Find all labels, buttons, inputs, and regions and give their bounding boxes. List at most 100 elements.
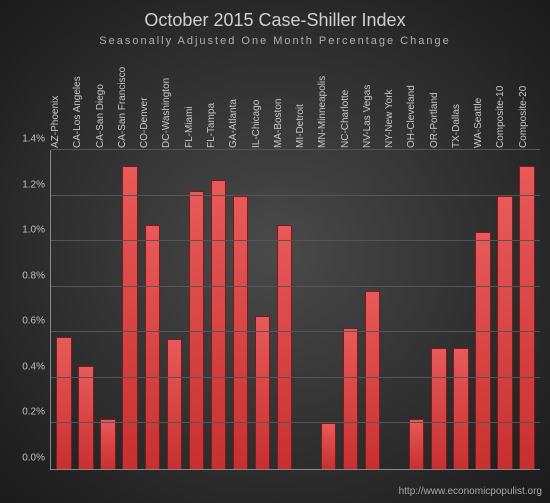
bar-slot xyxy=(229,150,251,469)
x-axis-label: Composite-10 xyxy=(495,86,506,148)
x-axis-label: NV-Las Vegas xyxy=(362,85,373,148)
x-axis-labels: AZ-Phoenix CA-Los Angeles CA-San Diego CA-S… xyxy=(50,48,540,148)
bar xyxy=(409,419,424,469)
x-axis-label: GA-Atlanta xyxy=(228,99,239,148)
x-axis-label: NY-New York xyxy=(384,89,395,148)
y-tick-label: 0.0% xyxy=(22,453,51,464)
bar xyxy=(277,225,292,469)
bar xyxy=(56,337,71,469)
attribution-text: http://www.economicpopulist.org xyxy=(399,486,542,497)
y-tick-label: 1.0% xyxy=(22,225,51,236)
x-axis-label: AZ-Phoenix xyxy=(50,96,61,148)
y-tick-label: 0.4% xyxy=(22,361,51,372)
x-label-slot: TX-Dallas xyxy=(451,48,473,148)
x-axis-label: MA-Boston xyxy=(273,99,284,148)
x-axis-label: CA-San Diego xyxy=(95,84,106,148)
y-tick-label: 0.8% xyxy=(22,270,51,281)
bar xyxy=(122,166,137,469)
bar-slot xyxy=(340,150,362,469)
x-label-slot: IL-Chicago xyxy=(250,48,272,148)
bar-slot xyxy=(384,150,406,469)
bar xyxy=(321,423,336,469)
bar-slot xyxy=(97,150,119,469)
bar-slot xyxy=(75,150,97,469)
bar-slot xyxy=(516,150,538,469)
x-axis-label: Composite-20 xyxy=(518,86,529,148)
x-label-slot: MI-Detroit xyxy=(295,48,317,148)
x-axis-label: OH-Cleveland xyxy=(406,85,417,148)
grid-line xyxy=(51,422,540,423)
x-axis-label: TX-Dallas xyxy=(451,104,462,148)
x-label-slot: Composite-20 xyxy=(518,48,540,148)
x-label-slot: CA-San Diego xyxy=(95,48,117,148)
x-axis-label: DC-Washington xyxy=(161,78,172,148)
x-label-slot: MA-Boston xyxy=(273,48,295,148)
bar xyxy=(431,348,446,469)
y-tick-label: 1.2% xyxy=(22,179,51,190)
bar-slot xyxy=(251,150,273,469)
bar-slot xyxy=(296,150,318,469)
y-tick-label: 0.6% xyxy=(22,316,51,327)
bar-slot xyxy=(494,150,516,469)
x-label-slot: DC-Washington xyxy=(161,48,183,148)
bar-slot xyxy=(163,150,185,469)
bar xyxy=(211,180,226,469)
x-axis-label: NC-Charlotte xyxy=(340,90,351,148)
x-label-slot: Composite-10 xyxy=(495,48,517,148)
x-axis-label: MN-Minneapolis xyxy=(317,76,328,148)
grid-line xyxy=(51,149,540,150)
x-label-slot: OH-Cleveland xyxy=(406,48,428,148)
bar xyxy=(145,225,160,469)
bar xyxy=(453,348,468,469)
bar-slot xyxy=(53,150,75,469)
x-label-slot: GA-Atlanta xyxy=(228,48,250,148)
x-label-slot: CA-San Francisco xyxy=(117,48,139,148)
bars-container xyxy=(51,150,540,469)
bar-slot xyxy=(119,150,141,469)
grid-line xyxy=(51,240,540,241)
x-axis-label: OR-Portland xyxy=(429,92,440,148)
bar xyxy=(519,166,534,469)
x-axis-label: MI-Detroit xyxy=(295,104,306,148)
x-label-slot: CO-Denver xyxy=(139,48,161,148)
bar-slot xyxy=(472,150,494,469)
x-label-slot: WA-Seattle xyxy=(473,48,495,148)
bar xyxy=(167,339,182,469)
x-label-slot: NY-New York xyxy=(384,48,406,148)
bar-slot xyxy=(318,150,340,469)
x-label-slot: NC-Charlotte xyxy=(339,48,361,148)
bar xyxy=(255,316,270,469)
x-label-slot: FL-Tampa xyxy=(206,48,228,148)
bar-slot xyxy=(273,150,295,469)
bar xyxy=(343,328,358,469)
bar xyxy=(365,291,380,469)
x-axis-label: IL-Chicago xyxy=(251,100,262,148)
x-label-slot: FL-Miami xyxy=(184,48,206,148)
bar xyxy=(100,419,115,469)
grid-line xyxy=(51,377,540,378)
x-label-slot: OR-Portland xyxy=(429,48,451,148)
x-axis-label: CA-San Francisco xyxy=(117,67,128,148)
x-label-slot: MN-Minneapolis xyxy=(317,48,339,148)
bar xyxy=(78,366,93,469)
grid-line xyxy=(51,286,540,287)
plot-area: 0.0%0.2%0.4%0.6%0.8%1.0%1.2%1.4% xyxy=(50,150,540,470)
x-axis-label: FL-Miami xyxy=(184,106,195,148)
bar-slot xyxy=(185,150,207,469)
bar xyxy=(475,232,490,469)
grid-line xyxy=(51,195,540,196)
grid-line xyxy=(51,331,540,332)
chart-subtitle: Seasonally Adjusted One Month Percentage… xyxy=(0,31,550,47)
bar-slot xyxy=(141,150,163,469)
bar-slot xyxy=(362,150,384,469)
y-tick-label: 1.4% xyxy=(22,134,51,145)
x-axis-label: CO-Denver xyxy=(139,97,150,148)
chart-container: October 2015 Case-Shiller Index Seasonal… xyxy=(0,0,550,503)
x-axis-label: FL-Tampa xyxy=(206,103,217,148)
bar-slot xyxy=(207,150,229,469)
x-axis-label: CA-Los Angeles xyxy=(72,76,83,148)
x-axis-label: WA-Seattle xyxy=(473,98,484,148)
bar-slot xyxy=(428,150,450,469)
bar-slot xyxy=(450,150,472,469)
y-tick-label: 0.2% xyxy=(22,407,51,418)
